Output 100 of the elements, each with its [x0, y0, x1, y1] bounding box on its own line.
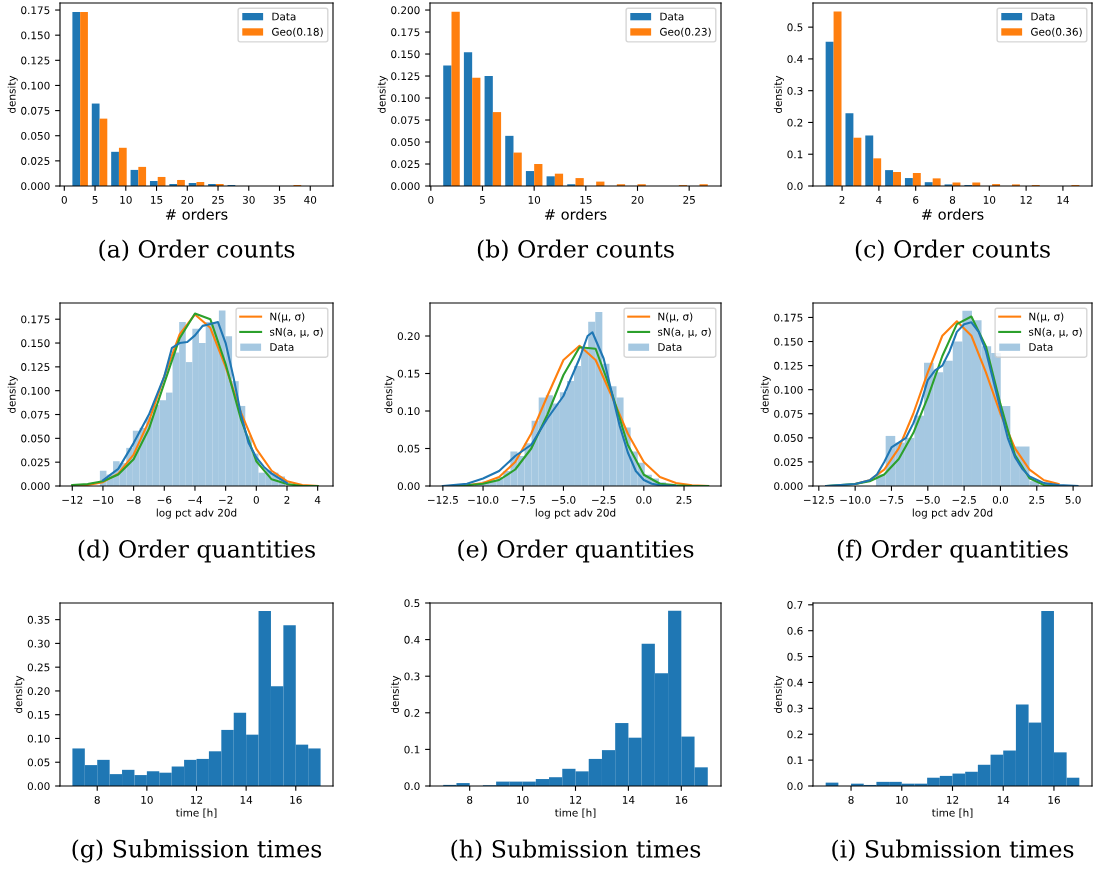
text: (e) Order quantities: [458, 539, 694, 563]
y-tick-label: 0.2: [787, 118, 803, 127]
y-tick-label: 0.10: [397, 407, 420, 416]
y-tick-label: 0.20: [27, 687, 50, 696]
y-tick-label: 0.00: [397, 482, 420, 491]
text: (a) Order counts: [99, 239, 295, 262]
y-tick-label: 0.4: [404, 635, 420, 644]
x-tick-label: 2.5: [1029, 495, 1045, 504]
y-tick-label: 0.5: [787, 23, 803, 32]
y-tick-label: 0.200: [391, 6, 420, 15]
y-tick-label: 0.025: [21, 458, 50, 467]
legend-label: sN(a, μ, σ): [1028, 327, 1082, 338]
x-tick-label: 2: [839, 195, 845, 204]
x-tick-label: −4: [188, 496, 203, 504]
text: (i) Submission times: [832, 839, 1074, 862]
y-tick-label: 0.100: [774, 385, 803, 394]
x-axis-title: log pct adv 20d: [535, 508, 616, 519]
y-tick-label: 0.175: [391, 28, 420, 37]
x-tick-label: 10: [120, 195, 132, 204]
y-tick-label: 0.125: [21, 363, 50, 371]
y-tick-label: 0.5: [787, 652, 803, 661]
y-tick-label: 0.125: [774, 361, 803, 370]
x-tick-label: 10: [141, 795, 153, 804]
y-tick-label: 0.00: [27, 782, 50, 791]
x-tick-label: 4: [314, 496, 321, 504]
x-tick-label: 35: [273, 195, 286, 204]
x-tick-label: 10: [528, 195, 541, 204]
legend-label: sN(a, μ, σ): [657, 327, 711, 338]
y-tick-label: 0.15: [27, 710, 50, 719]
y-axis-title: density: [773, 75, 784, 114]
y-tick-label: 0.100: [391, 94, 420, 103]
y-tick-label: 0.100: [21, 81, 50, 90]
x-tick-label: −10.0: [840, 495, 871, 504]
x-tick-label: 0.0: [636, 495, 652, 504]
y-tick-label: 0.05: [27, 758, 50, 767]
y-axis-title: density: [14, 675, 25, 714]
x-tick-label: 14: [1057, 196, 1069, 204]
y-tick-label: 0.150: [21, 339, 50, 348]
legend-label: Data: [1031, 12, 1055, 21]
y-tick-label: 0.150: [774, 337, 803, 346]
x-tick-label: 30: [242, 195, 255, 204]
text: (d) Order quantities: [78, 539, 315, 563]
legend-label: Geo(0.23): [660, 27, 711, 37]
y-tick-label: 0.2: [787, 730, 803, 739]
y-tick-label: 0.000: [21, 182, 50, 191]
y-tick-label: 0.175: [21, 6, 50, 15]
y-tick-label: 0.7: [787, 601, 803, 609]
y-tick-label: 0.150: [391, 50, 420, 59]
x-tick-label: −12: [62, 495, 83, 504]
x-axis-title: log pct adv 20d: [912, 508, 993, 519]
x-tick-label: 16: [675, 795, 688, 804]
y-tick-label: 0.3: [787, 86, 803, 95]
legend-label: Data: [1029, 343, 1053, 352]
y-tick-label: 0.075: [21, 410, 50, 419]
y-tick-label: 0.125: [21, 56, 50, 65]
x-tick-label: 14: [622, 796, 635, 804]
y-tick-label: 0.075: [21, 106, 50, 115]
x-tick-label: 15: [151, 196, 163, 204]
y-tick-label: 0.05: [397, 444, 420, 453]
y-tick-label: 0.3: [787, 704, 803, 713]
x-axis-title: time [h]: [931, 808, 973, 818]
legend-label: N(μ, σ): [1029, 312, 1064, 323]
y-tick-label: 0.30: [27, 639, 50, 648]
y-tick-label: 0.025: [391, 160, 420, 169]
text: (c) Order counts: [855, 239, 1050, 262]
x-tick-label: 5: [479, 196, 485, 204]
y-tick-label: 0.4: [787, 678, 803, 687]
y-tick-label: 0.6: [787, 626, 803, 635]
y-tick-label: 0.15: [397, 369, 420, 378]
legend-label: N(μ, σ): [270, 312, 305, 323]
y-tick-label: 0.050: [391, 138, 420, 147]
x-axis-title: time [h]: [175, 808, 217, 818]
x-tick-label: 12: [191, 795, 203, 804]
y-tick-label: 0.2: [404, 709, 420, 717]
x-axis-title: # orders: [921, 208, 984, 220]
x-tick-label: −5.0: [916, 495, 940, 504]
x-tick-label: 4: [876, 196, 882, 204]
x-tick-label: 12: [947, 795, 959, 804]
y-tick-label: 0.175: [21, 315, 50, 324]
y-tick-label: 0.25: [27, 663, 50, 672]
legend-label: Geo(0.18): [272, 27, 323, 37]
y-tick-label: 0.1: [787, 756, 803, 765]
x-tick-label: −6: [157, 495, 172, 504]
y-tick-label: 0.0: [404, 782, 420, 791]
x-tick-label: 5: [92, 196, 98, 204]
x-tick-label: 25: [212, 195, 224, 204]
x-tick-label: 0: [428, 195, 434, 204]
x-tick-label: −7.5: [879, 496, 904, 504]
y-tick-label: 0.000: [21, 482, 50, 491]
text: (f) Order quantities: [837, 539, 1068, 563]
text: (g) Submission times: [72, 839, 322, 863]
y-axis-title: density: [377, 75, 388, 114]
y-tick-label: 0.075: [774, 409, 803, 418]
y-tick-label: 0.025: [21, 157, 50, 165]
x-axis-title: time [h]: [554, 808, 596, 818]
y-tick-label: 0.20: [397, 332, 420, 341]
x-tick-label: 12: [570, 795, 582, 804]
legend-label: Data: [272, 12, 296, 21]
legend-label: Data: [660, 12, 684, 21]
x-tick-label: −12.5: [428, 495, 458, 504]
